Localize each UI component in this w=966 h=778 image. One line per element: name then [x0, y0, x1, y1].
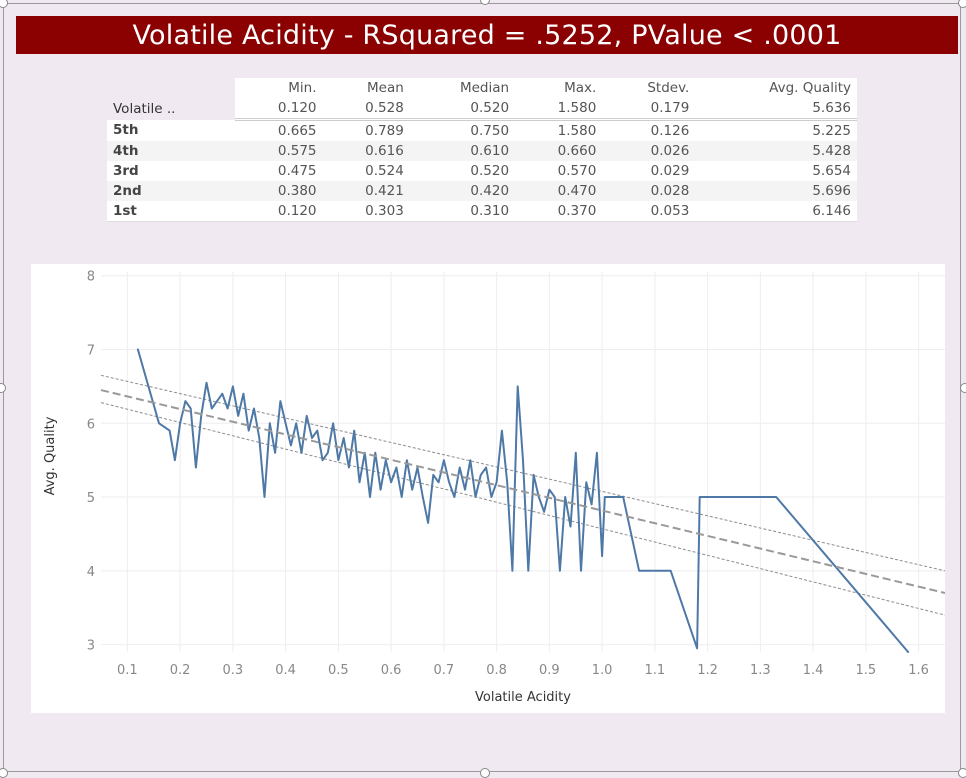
table-cell: 0.470: [515, 181, 603, 201]
series-layer: [136, 348, 910, 653]
y-axis-ticks: 3 4 5 6 7 8: [87, 270, 95, 654]
table-cell: 0.520: [409, 98, 516, 121]
resize-handle-left[interactable]: [0, 383, 6, 393]
resize-handle-top-left[interactable]: [0, 0, 8, 8]
table-cell: 0.665: [235, 119, 323, 141]
x-tick-label: 1.6: [908, 663, 929, 678]
y-tick-label: 3: [87, 639, 95, 654]
table-cell: 0.303: [322, 201, 410, 222]
x-tick-label: 0.2: [170, 663, 191, 678]
table-cell: 0.528: [322, 98, 410, 121]
table-cell: 0.789: [322, 119, 410, 141]
table-cell: 0.120: [235, 201, 323, 222]
table-row: 4th 0.575 0.616 0.610 0.660 0.026 5.428: [107, 141, 857, 161]
table-row: 3rd 0.475 0.524 0.520 0.570 0.029 5.654: [107, 161, 857, 181]
x-tick-label: 1.4: [803, 663, 824, 678]
table-cell: 1.580: [515, 98, 603, 121]
confidence-upper-line: [100, 374, 945, 572]
y-tick-label: 6: [87, 417, 95, 432]
column-header: Median: [409, 78, 516, 98]
table-cell: 0.420: [409, 181, 516, 201]
x-tick-label: 0.6: [381, 663, 402, 678]
row-label: 1st: [107, 201, 236, 222]
x-tick-label: 0.8: [486, 663, 507, 678]
y-tick-label: 4: [87, 565, 95, 580]
table-cell: 0.310: [409, 201, 516, 222]
x-tick-label: 1.0: [592, 663, 613, 678]
column-header: Stdev.: [602, 78, 696, 98]
column-header: Mean: [322, 78, 410, 98]
table-cell: 0.053: [602, 201, 696, 222]
line-chart: 0.1 0.2 0.3 0.4 0.5 0.6 0.7 0.8 0.9 1.0 1.1 1.2 1.3 1…: [43, 270, 945, 705]
table-cell: 0.380: [235, 181, 323, 201]
row-label: 5th: [107, 119, 236, 141]
table-overall-row: Volatile .. 0.120 0.528 0.520 1.580 0.17…: [107, 98, 857, 121]
resize-handle-top-right[interactable]: [958, 0, 966, 8]
column-header: Min.: [235, 78, 323, 98]
table-cell: 5.225: [695, 119, 857, 141]
table-row: 1st 0.120 0.303 0.310 0.370 0.053 6.146: [107, 201, 857, 222]
table-cell: 0.120: [235, 98, 323, 121]
row-label: 3rd: [107, 161, 236, 181]
table-cell: 5.636: [695, 98, 857, 121]
table-cell: 0.126: [602, 119, 696, 141]
row-label: 4th: [107, 141, 236, 161]
table-cell: 0.750: [409, 119, 516, 141]
table-cell: 0.524: [322, 161, 410, 181]
x-tick-label: 1.5: [856, 663, 877, 678]
table-cell: 0.029: [602, 161, 696, 181]
table-row: 2nd 0.380 0.421 0.420 0.470 0.028 5.696: [107, 181, 857, 201]
table-cell: 5.696: [695, 181, 857, 201]
x-axis-ticks: 0.1 0.2 0.3 0.4 0.5 0.6 0.7 0.8 0.9 1.0 1.1 1.2 1.3 1…: [117, 663, 929, 678]
x-axis-title: Volatile Acidity: [475, 690, 571, 705]
chart-title: Volatile Acidity - RSquared = .5252, PVa…: [16, 16, 958, 54]
table-header-row: Min. Mean Median Max. Stdev. Avg. Qualit…: [107, 78, 857, 98]
table-row: 5th 0.665 0.789 0.750 1.580 0.126 5.225: [107, 119, 857, 141]
x-tick-label: 1.3: [750, 663, 771, 678]
resize-handle-right[interactable]: [960, 383, 966, 393]
table-cell: 0.575: [235, 141, 323, 161]
x-tick-label: 0.5: [328, 663, 349, 678]
x-tick-label: 1.2: [697, 663, 718, 678]
table-cell: 0.421: [322, 181, 410, 201]
table-cell: 0.660: [515, 141, 603, 161]
x-tick-label: 0.3: [223, 663, 244, 678]
table-cell: 5.428: [695, 141, 857, 161]
table-cell: 6.146: [695, 201, 857, 222]
grid-lines: [101, 272, 945, 652]
x-tick-label: 0.1: [117, 663, 138, 678]
confidence-lower-line: [100, 402, 945, 616]
column-header: Max.: [515, 78, 603, 98]
table-cell: 0.179: [602, 98, 696, 121]
y-tick-label: 8: [87, 270, 95, 285]
avg-quality-line: [136, 348, 910, 653]
summary-table: Min. Mean Median Max. Stdev. Avg. Qualit…: [107, 78, 857, 222]
row-label: 2nd: [107, 181, 236, 201]
table-cell: 1.580: [515, 119, 603, 141]
table-cell: 0.520: [409, 161, 516, 181]
table-cell: 0.475: [235, 161, 323, 181]
confidence-band: [100, 374, 945, 616]
x-tick-label: 1.1: [645, 663, 666, 678]
y-tick-label: 5: [87, 491, 95, 506]
y-axis-title: Avg. Quality: [43, 416, 58, 495]
table-cell: 5.654: [695, 161, 857, 181]
table-cell: 0.028: [602, 181, 696, 201]
x-tick-label: 0.4: [275, 663, 296, 678]
y-tick-label: 7: [87, 343, 95, 358]
table-cell: 0.570: [515, 161, 603, 181]
x-tick-label: 0.7: [434, 663, 455, 678]
trend-layer: [100, 389, 945, 594]
table-cell: 0.370: [515, 201, 603, 222]
x-tick-label: 0.9: [539, 663, 560, 678]
table-cell: 0.026: [602, 141, 696, 161]
header-corner: [107, 78, 235, 98]
table-cell: 0.610: [409, 141, 516, 161]
column-header: Avg. Quality: [695, 78, 857, 98]
trend-line: [100, 389, 945, 594]
row-header-label[interactable]: Volatile ..: [113, 100, 176, 117]
table-cell: 0.616: [322, 141, 410, 161]
line-chart-panel: 0.1 0.2 0.3 0.4 0.5 0.6 0.7 0.8 0.9 1.0 1.1 1.2 1.3 1…: [31, 264, 945, 713]
